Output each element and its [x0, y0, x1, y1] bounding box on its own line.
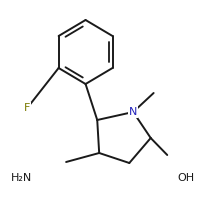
- Text: N: N: [129, 107, 137, 117]
- Text: H₂N: H₂N: [11, 173, 32, 183]
- Text: F: F: [24, 103, 30, 113]
- Text: OH: OH: [177, 173, 194, 183]
